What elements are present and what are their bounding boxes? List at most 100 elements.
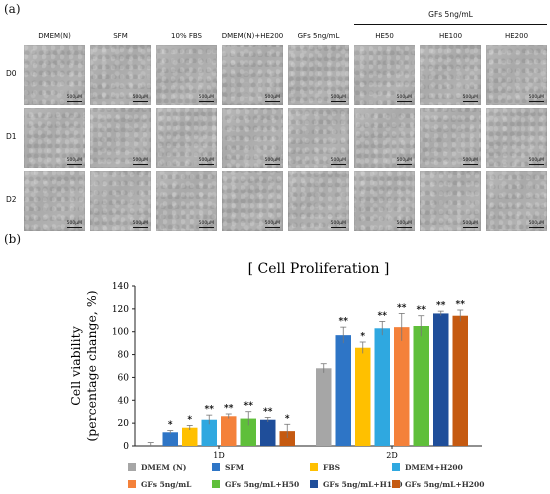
y-tick-label: 140 [112, 282, 129, 292]
significance-marker: ** [378, 311, 388, 321]
bar [433, 313, 449, 446]
bar [452, 315, 468, 446]
row-label: D0 [6, 69, 17, 78]
micrograph-image: 500μM [222, 108, 283, 168]
group-bracket-line [354, 24, 547, 25]
scale-bar: 500μM [528, 158, 544, 163]
x-category-label: 1D [213, 451, 225, 460]
bar [221, 416, 237, 446]
scale-bar: 500μM [132, 221, 148, 226]
y-tick-label: 40 [118, 396, 130, 406]
micrograph-image: 500μM [24, 45, 85, 105]
legend-swatch [212, 463, 220, 471]
significance-marker: ** [436, 301, 446, 311]
column-header: SFM [113, 32, 128, 40]
scale-bar: 500μM [198, 95, 214, 100]
significance-marker: ** [244, 402, 254, 412]
legend-label: DMEM+H200 [405, 463, 463, 472]
column-header: DMEM(N) [38, 32, 71, 40]
significance-marker: ** [205, 405, 215, 415]
scale-bar: 500μM [462, 158, 478, 163]
bar [240, 418, 256, 446]
micrograph-image: 500μM [354, 171, 415, 231]
micrograph-image: 500μM [222, 171, 283, 231]
scale-bar: 500μM [396, 158, 412, 163]
panel-b-label: (b) [4, 232, 22, 246]
significance-marker: ** [263, 407, 273, 417]
legend-label: DMEM (N) [141, 463, 186, 472]
micrograph-image: 500μM [90, 171, 151, 231]
micrograph-image: 500μM [90, 45, 151, 105]
y-tick-label: 80 [118, 351, 130, 361]
legend-label: FBS [323, 463, 340, 472]
column-header: DMEM(N)+HE200 [221, 32, 284, 40]
y-tick-label: 60 [118, 373, 130, 383]
micrograph-image: 500μM [156, 108, 217, 168]
scale-bar: 500μM [462, 95, 478, 100]
row-label: D1 [6, 132, 17, 141]
micrograph-image: 500μM [24, 108, 85, 168]
significance-marker: * [360, 332, 365, 342]
scale-bar: 500μM [264, 158, 280, 163]
scale-bar: 500μM [198, 221, 214, 226]
column-header: HE100 [438, 32, 463, 40]
scale-bar: 500μM [330, 221, 346, 226]
micrograph-image: 500μM [24, 171, 85, 231]
bar [316, 368, 332, 446]
scale-bar: 500μM [462, 221, 478, 226]
legend-swatch [128, 463, 136, 471]
scale-bar: 500μM [132, 158, 148, 163]
scale-bar: 500μM [528, 95, 544, 100]
column-header: 10% FBS [171, 32, 202, 40]
y-axis-label: Cell viability(percentage change, %) [68, 290, 99, 441]
legend-label: GFs 5ng/mL+H50 [225, 480, 299, 489]
micrograph-image: 500μM [222, 45, 283, 105]
scale-bar: 500μM [330, 158, 346, 163]
micrograph-image: 500μM [354, 108, 415, 168]
scale-bar: 500μM [396, 95, 412, 100]
micrograph-image: 500μM [156, 171, 217, 231]
scale-bar: 500μM [330, 95, 346, 100]
scale-bar: 500μM [198, 158, 214, 163]
legend-swatch [392, 463, 400, 471]
significance-marker: ** [339, 317, 349, 327]
bar [279, 431, 295, 446]
bar [260, 419, 276, 446]
micrograph-image: 500μM [486, 171, 547, 231]
micrograph-image: 500μM [288, 45, 349, 105]
row-label: D2 [6, 195, 17, 204]
significance-marker: * [285, 414, 290, 424]
legend-label: SFM [225, 463, 244, 472]
significance-marker: * [168, 421, 173, 431]
y-tick-label: 120 [112, 305, 129, 315]
y-tick-label: 20 [118, 419, 130, 429]
significance-marker: ** [397, 303, 407, 313]
micrograph-image: 500μM [486, 45, 547, 105]
x-category-label: 2D [386, 451, 398, 460]
legend-label: GFs 5ng/mL+H100 [323, 480, 402, 489]
scale-bar: 500μM [264, 221, 280, 226]
column-header: HE200 [504, 32, 529, 40]
legend-swatch [310, 480, 318, 488]
scale-bar: 500μM [528, 221, 544, 226]
micrograph-image: 500μM [288, 171, 349, 231]
y-tick-label: 100 [112, 328, 129, 338]
legend-swatch [128, 480, 136, 488]
micrograph-image: 500μM [420, 108, 481, 168]
scale-bar: 500μM [264, 95, 280, 100]
micrograph-image: 500μM [288, 108, 349, 168]
scale-bar: 500μM [66, 95, 82, 100]
chart-title: [ Cell Proliferation ] [248, 261, 390, 277]
y-tick-label: 0 [123, 442, 129, 452]
scale-bar: 500μM [66, 158, 82, 163]
scale-bar: 500μM [66, 221, 82, 226]
bar [162, 432, 178, 446]
legend-swatch [212, 480, 220, 488]
micrograph-image: 500μM [90, 108, 151, 168]
bar [335, 335, 351, 446]
scale-bar: 500μM [396, 221, 412, 226]
legend-swatch [310, 463, 318, 471]
legend-swatch [392, 480, 400, 488]
micrograph-image: 500μM [486, 108, 547, 168]
bar [413, 326, 429, 446]
